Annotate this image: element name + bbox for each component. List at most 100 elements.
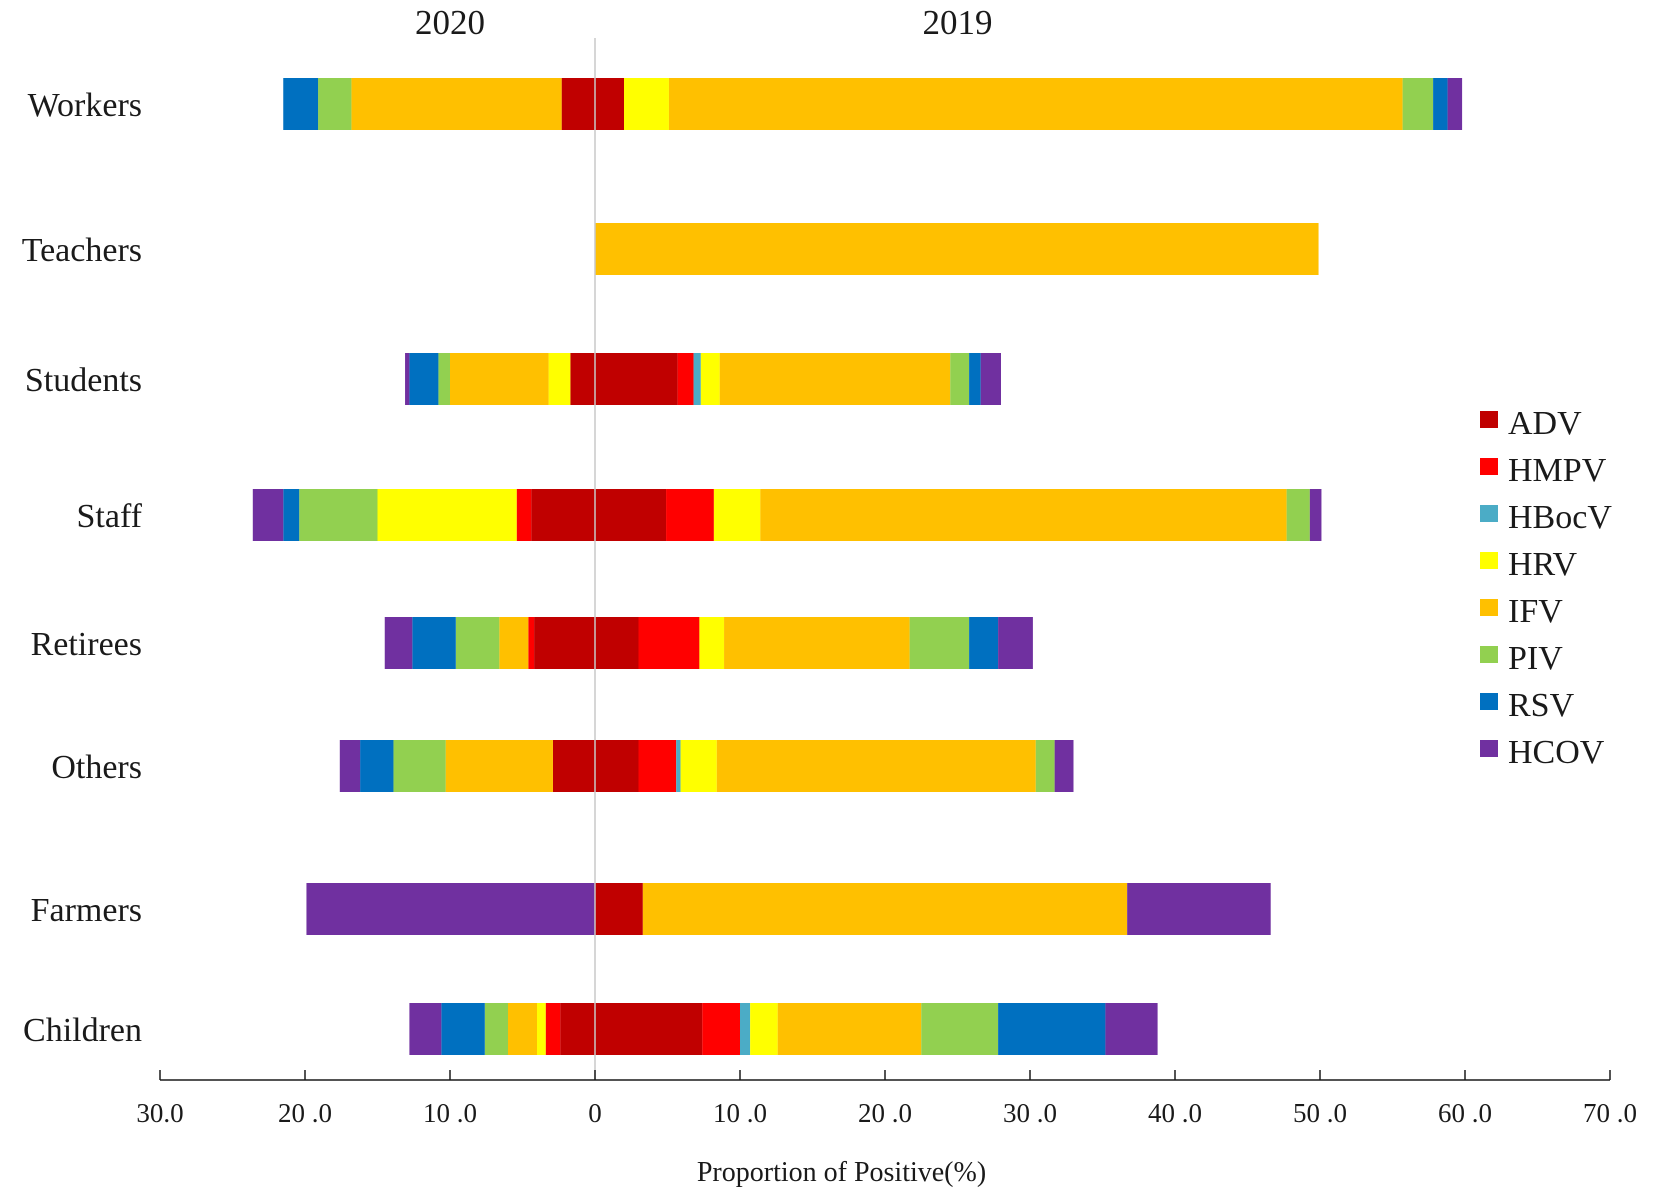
category-label-students: Students (25, 362, 142, 399)
legend-swatch-rsv (1480, 693, 1498, 710)
legend-label-hmpv: HMPV (1508, 452, 1607, 489)
bar-others-2019-hrv (680, 740, 717, 792)
x-axis-title: Proportion of Positive(%) (697, 1157, 986, 1188)
x-tick-label: 30 .0 (1003, 1098, 1057, 1128)
bar-retirees-2019-hrv (699, 617, 725, 669)
bar-children-2019-hbocv (740, 1003, 751, 1055)
bar-teachers-2019-ifv (595, 223, 1319, 275)
legend-label-adv: ADV (1508, 405, 1582, 442)
bar-children-2020-hmpv (545, 1003, 561, 1055)
bar-children-2019-ifv (777, 1003, 922, 1055)
x-tick-label: 30.0 (136, 1098, 183, 1128)
legend-swatch-piv (1480, 646, 1498, 663)
bar-children-2019-rsv (998, 1003, 1106, 1055)
bar-workers-2019-adv (595, 78, 624, 130)
legend-swatch-ifv (1480, 599, 1498, 616)
x-tick-label: 10 .0 (423, 1098, 477, 1128)
legend-label-hcov: HCOV (1508, 734, 1605, 771)
x-axis: 30.0 20 .0 10 .0 0 10 .0 20 .0 30 .0 40 .0 50 .0… (136, 1070, 1637, 1128)
bar-children-2019-hmpv (702, 1003, 740, 1055)
bar-students-2020-hcov (405, 353, 410, 405)
bar-others-2019-adv (595, 740, 639, 792)
bar-retirees-2019-hmpv (638, 617, 700, 669)
category-label-farmers: Farmers (31, 892, 142, 929)
bar-students-2019-piv (950, 353, 970, 405)
bar-retirees-2020-hcov (384, 617, 413, 669)
legend-label-hrv: HRV (1508, 546, 1578, 583)
legend-label-hbocv: HBocV (1508, 499, 1612, 536)
bar-retirees-2019-ifv (724, 617, 910, 669)
bar-staff-2020-rsv (283, 489, 300, 541)
bar-children-2020-rsv (441, 1003, 485, 1055)
bar-students-2020-hrv (548, 353, 571, 405)
bar-farmers-2019-hcov (1127, 883, 1271, 935)
year-label-2020: 2020 (415, 3, 485, 42)
legend-label-rsv: RSV (1508, 687, 1575, 724)
x-tick-label: 60 .0 (1438, 1098, 1492, 1128)
bar-staff-2019-ifv (760, 489, 1287, 541)
bar-students-2019-adv (595, 353, 678, 405)
bar-students-2020-rsv (409, 353, 439, 405)
bar-retirees-2020-rsv (412, 617, 456, 669)
bar-others-2020-piv (393, 740, 446, 792)
bar-children-2019-hcov (1105, 1003, 1158, 1055)
bar-children-2020-hcov (409, 1003, 442, 1055)
bar-students-2019-hrv (700, 353, 720, 405)
bar-children-2020-hrv (537, 1003, 546, 1055)
bar-others-2020-adv (552, 740, 595, 792)
legend-label-ifv: IFV (1508, 593, 1563, 630)
bar-staff-2019-hrv (713, 489, 761, 541)
x-tick-label: 50 .0 (1293, 1098, 1347, 1128)
legend-label-piv: PIV (1508, 640, 1563, 677)
category-label-children: Children (23, 1012, 142, 1049)
bar-retirees-2019-adv (595, 617, 639, 669)
x-tick-label: 0 (588, 1098, 602, 1128)
bar-workers-2019-ifv (668, 78, 1403, 130)
category-labels: Workers Teachers Students Staff Retirees Othe… (22, 87, 143, 1049)
bar-workers-2020-ifv (351, 78, 562, 130)
bar-others-2020-ifv (445, 740, 553, 792)
x-tick-label: 70 .0 (1583, 1098, 1637, 1128)
bar-others-2019-hbocv (676, 740, 681, 792)
x-tick-label: 20 .0 (858, 1098, 912, 1128)
bar-students-2019-ifv (719, 353, 951, 405)
bar-workers-2020-rsv (283, 78, 319, 130)
category-label-retirees: Retirees (31, 626, 142, 663)
bar-students-2019-hbocv (693, 353, 701, 405)
bar-retirees-2020-adv (534, 617, 595, 669)
category-label-staff: Staff (77, 498, 143, 535)
x-tick-label: 40 .0 (1148, 1098, 1202, 1128)
bar-retirees-2020-piv (455, 617, 500, 669)
category-label-workers: Workers (28, 87, 142, 124)
bar-others-2019-hcov (1054, 740, 1074, 792)
bar-retirees-2019-piv (909, 617, 970, 669)
year-label-2019: 2019 (923, 3, 993, 42)
bar-staff-2020-adv (531, 489, 595, 541)
bar-others-2019-piv (1035, 740, 1055, 792)
bar-students-2019-hcov (980, 353, 1001, 405)
bar-students-2020-adv (570, 353, 595, 405)
bar-others-2020-rsv (360, 740, 394, 792)
bar-staff-2020-hrv (377, 489, 517, 541)
bar-children-2019-adv (595, 1003, 703, 1055)
bar-staff-2020-piv (299, 489, 378, 541)
bar-students-2020-piv (438, 353, 450, 405)
bar-students-2019-hmpv (677, 353, 694, 405)
bar-others-2019-hmpv (638, 740, 677, 792)
bar-students-2019-rsv (969, 353, 981, 405)
legend-swatch-hbocv (1480, 505, 1498, 522)
bar-children-2019-piv (921, 1003, 999, 1055)
bar-children-2020-piv (484, 1003, 508, 1055)
bar-retirees-2019-rsv (969, 617, 999, 669)
bar-workers-2019-hcov (1447, 78, 1463, 130)
legend: ADV HMPV HBocV HRV IFV PIV RSV HCOV (1480, 405, 1612, 771)
bar-students-2020-ifv (450, 353, 549, 405)
category-label-others: Others (51, 749, 142, 786)
bar-retirees-2020-hmpv (528, 617, 535, 669)
bar-farmers-2020-hcov (306, 883, 595, 935)
x-tick-label: 20 .0 (278, 1098, 332, 1128)
bar-staff-2019-adv (595, 489, 667, 541)
bar-staff-2020-hcov (252, 489, 284, 541)
bar-workers-2020-adv (561, 78, 595, 130)
